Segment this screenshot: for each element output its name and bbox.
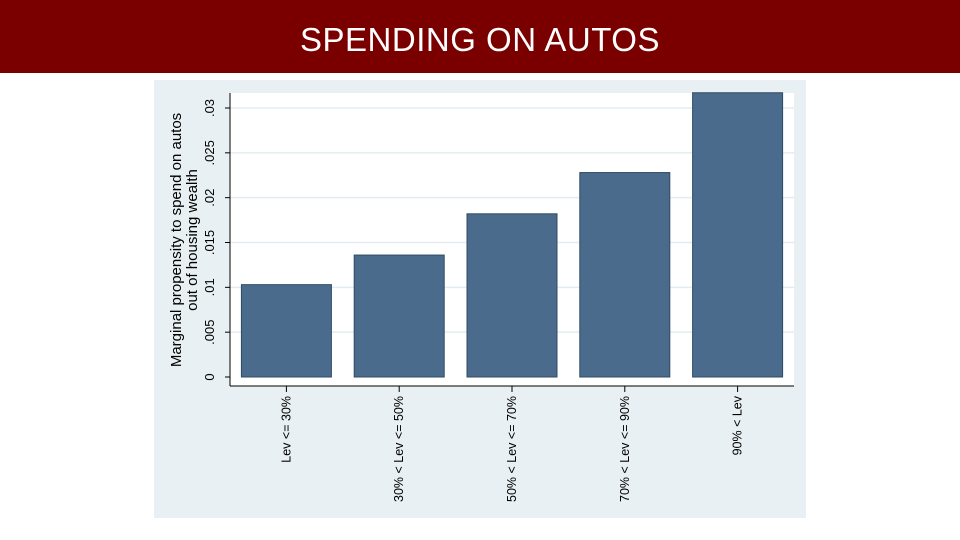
y-tick-label: .02 — [202, 189, 217, 207]
x-tick-label: 30% < Lev <= 50% — [392, 396, 406, 502]
y-tick-label: .01 — [202, 278, 217, 296]
bar-2 — [353, 254, 445, 378]
bar-chart: 0 .005 .01 .015 .02 .025 .03 Marginal propensit… — [168, 92, 794, 502]
y-tick-label: .005 — [202, 320, 217, 345]
bar-3 — [466, 213, 558, 378]
bar-5 — [692, 92, 784, 378]
y-tick-label: .025 — [202, 140, 217, 165]
y-tick-label: 0 — [202, 373, 217, 380]
bar-1 — [240, 284, 332, 378]
y-axis-title-line-2: out of housing wealth — [184, 169, 201, 311]
x-tick-label: Lev <= 30% — [279, 396, 293, 463]
y-tick-label: .03 — [202, 99, 217, 117]
slide-title: SPENDING ON AUTOS — [300, 21, 660, 58]
y-axis-title-line-1: Marginal propensity to spend on autos — [168, 113, 185, 367]
x-tick-label: 50% < Lev <= 70% — [505, 396, 519, 502]
x-tick-label: 70% < Lev <= 90% — [618, 396, 632, 502]
chart-panel: 0 .005 .01 .015 .02 .025 .03 Marginal propensit… — [154, 80, 806, 518]
title-bar — [0, 0, 960, 73]
bar-4 — [579, 172, 671, 378]
y-tick-label: .015 — [202, 230, 217, 255]
x-tick-label: 90% < Lev — [731, 395, 745, 455]
